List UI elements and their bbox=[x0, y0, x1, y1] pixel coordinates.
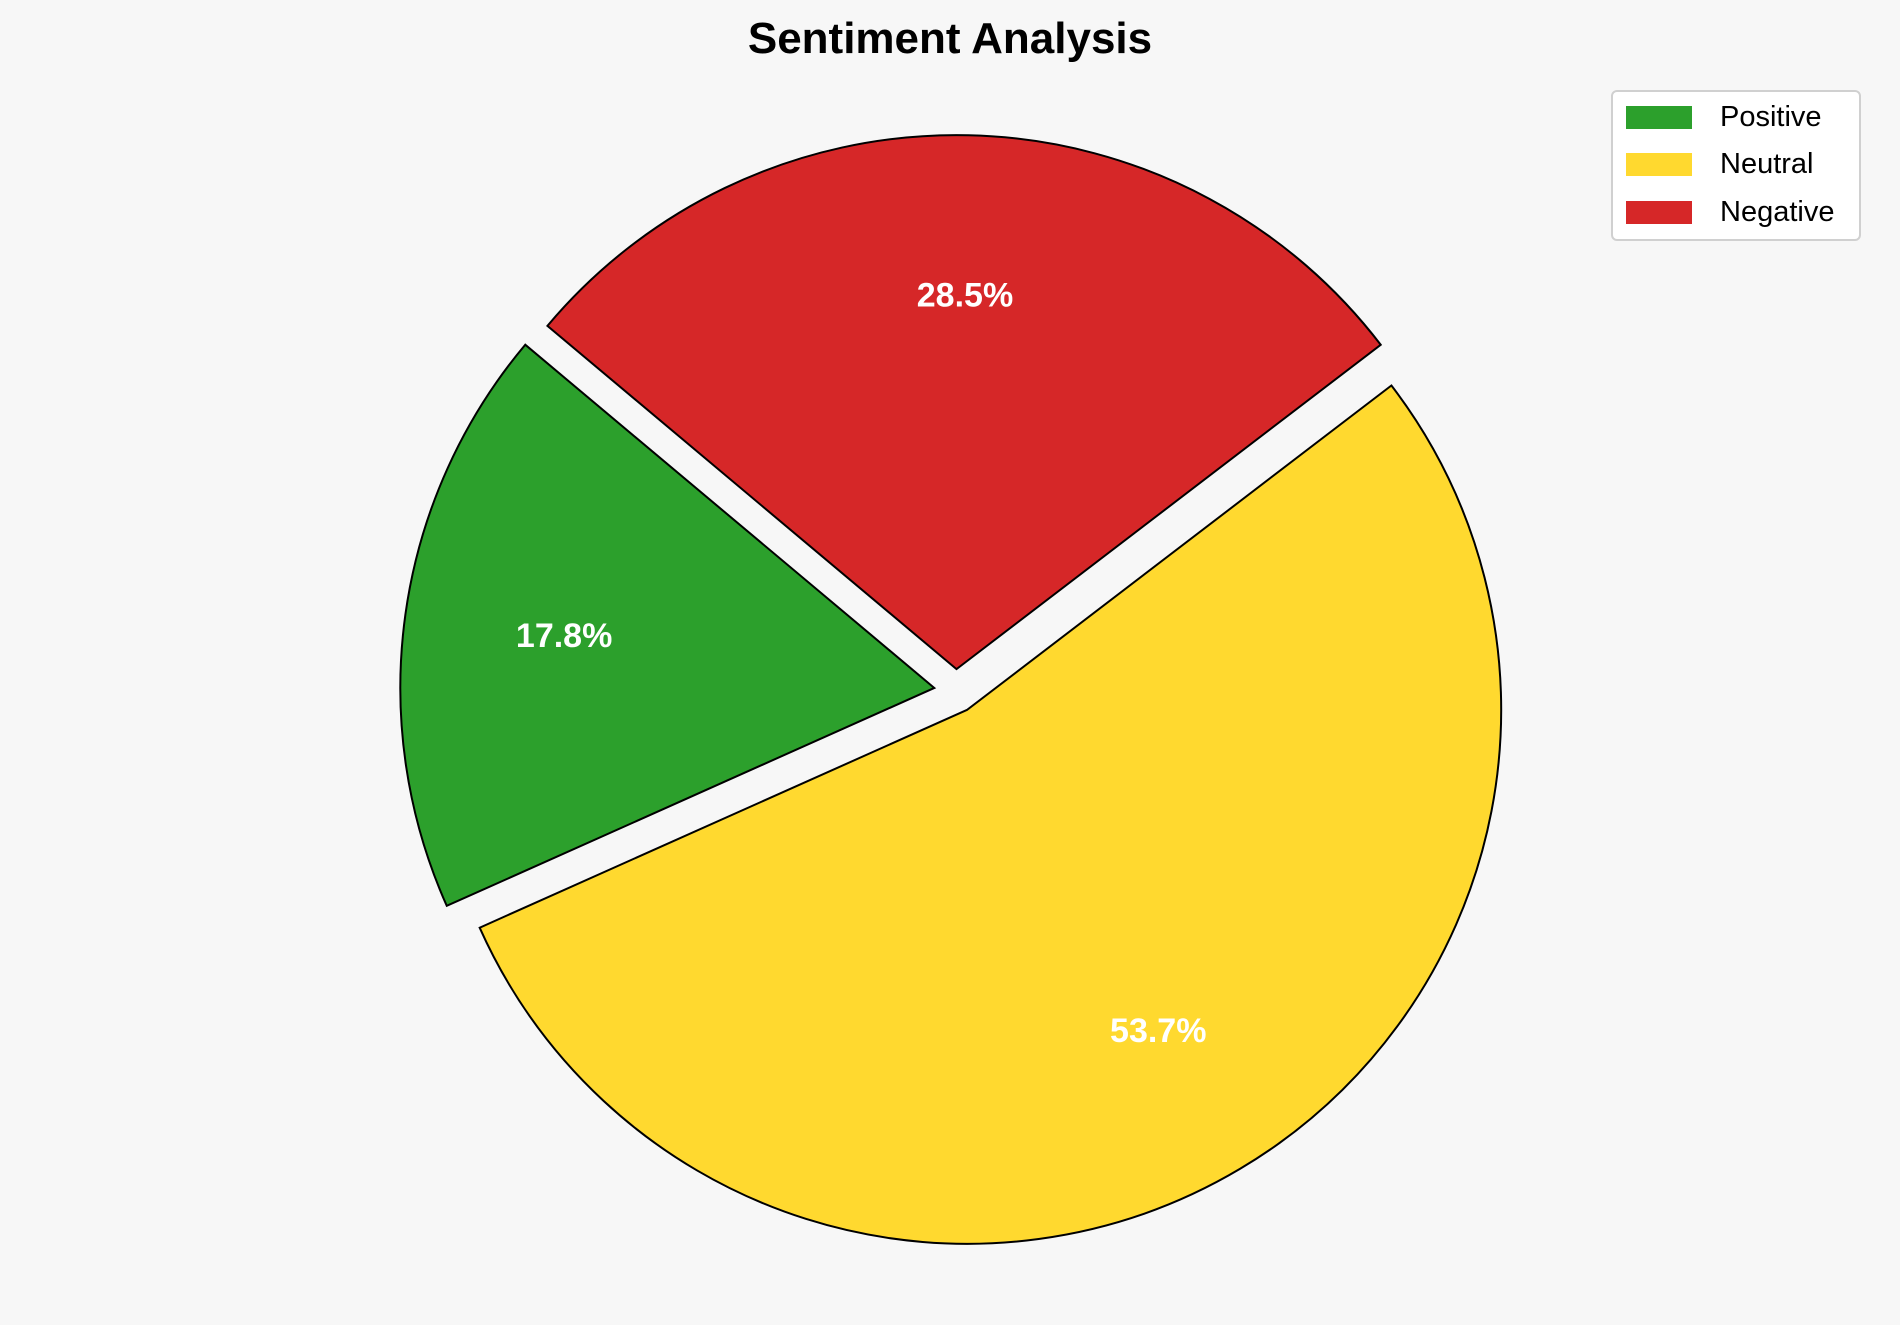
pie-label-positive: 17.8% bbox=[516, 617, 612, 655]
legend-swatch-neutral bbox=[1626, 152, 1692, 176]
legend-label-neutral: Neutral bbox=[1720, 148, 1814, 180]
legend-swatch-positive bbox=[1626, 105, 1692, 129]
legend: Positive Neutral Negative bbox=[1611, 90, 1861, 241]
chart-title: Sentiment Analysis bbox=[747, 14, 1153, 63]
legend-swatch-negative bbox=[1626, 200, 1692, 224]
pie-slice-negative bbox=[546, 134, 1383, 671]
pie-label-neutral: 53.7% bbox=[1110, 1012, 1206, 1050]
pie-slice-neutral bbox=[478, 384, 1503, 1245]
legend-label-positive: Positive bbox=[1720, 101, 1822, 133]
legend-label-negative: Negative bbox=[1720, 196, 1835, 228]
pie-slice-positive bbox=[399, 343, 937, 908]
pie-label-negative: 28.5% bbox=[917, 276, 1013, 314]
